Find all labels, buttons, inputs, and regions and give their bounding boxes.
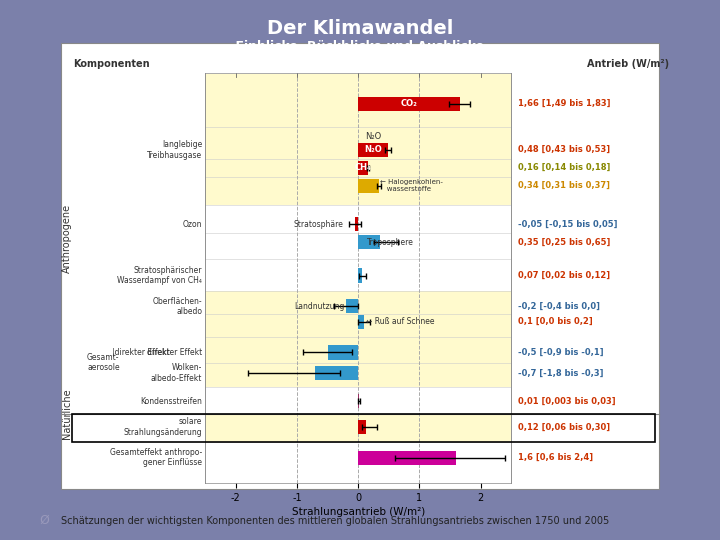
X-axis label: Strahlungsantrieb (W/m²): Strahlungsantrieb (W/m²) [292, 507, 425, 517]
Text: 0,01 [0,003 bis 0,03]: 0,01 [0,003 bis 0,03] [518, 397, 616, 406]
Bar [205, 205, 511, 233]
Text: -0,05 [-0,15 bis 0,05]: -0,05 [-0,15 bis 0,05] [518, 220, 618, 229]
Text: Wolken-
albedo-Effekt: Wolken- albedo-Effekt [151, 363, 202, 383]
Text: 0,16 [0,14 bis 0,18]: 0,16 [0,14 bis 0,18] [518, 163, 611, 172]
Text: 0,35 [0,25 bis 0,65]: 0,35 [0,25 bis 0,65] [518, 238, 611, 247]
Text: ← Halogenkohlen-
   wasserstoffe: ← Halogenkohlen- wasserstoffe [380, 179, 443, 192]
Text: langlebige
Treibhausgase: langlebige Treibhausgase [147, 140, 202, 159]
Bar [205, 314, 511, 337]
Bar [359, 97, 460, 111]
Bar [359, 235, 379, 249]
Bar [205, 127, 511, 159]
Text: -0,5 [-0,9 bis -0,1]: -0,5 [-0,9 bis -0,1] [518, 348, 603, 357]
Text: Antrieb (W/m²): Antrieb (W/m²) [587, 59, 669, 69]
Text: Anthropogene: Anthropogene [62, 204, 72, 273]
Bar [205, 363, 511, 387]
Bar [315, 366, 359, 380]
Text: direkter Effekt: direkter Effekt [147, 348, 202, 357]
Text: Ø: Ø [40, 514, 50, 526]
Text: Der Klimawandel: Der Klimawandel [267, 19, 453, 38]
Text: Landnutzung: Landnutzung [294, 302, 345, 311]
Bar [205, 74, 511, 127]
Bar [205, 337, 511, 363]
Text: 0,34 [0,31 bis 0,37]: 0,34 [0,31 bis 0,37] [518, 181, 610, 190]
Bar [359, 143, 387, 157]
Text: CH₄: CH₄ [355, 163, 372, 172]
Bar [359, 315, 364, 329]
Text: N₂O: N₂O [365, 132, 381, 141]
Bar [205, 387, 511, 414]
Bar [355, 217, 359, 231]
Text: Troposphere: Troposphere [367, 238, 414, 247]
Bar [205, 259, 511, 291]
Bar [359, 161, 368, 175]
Text: 0,12 [0,06 bis 0,30]: 0,12 [0,06 bis 0,30] [518, 422, 610, 431]
Text: Ozon: Ozon [183, 220, 202, 229]
Text: CO₂: CO₂ [400, 99, 418, 108]
Text: N₂O: N₂O [364, 145, 382, 154]
Text: - Einblicke, Rückblicke und Ausblicke -: - Einblicke, Rückblicke und Ausblicke - [226, 40, 494, 53]
Text: -0,7 [-1,8 bis -0,3]: -0,7 [-1,8 bis -0,3] [518, 368, 603, 377]
Bar [328, 346, 359, 360]
Text: Kondensstreifen: Kondensstreifen [140, 397, 202, 406]
Text: 0,07 [0,02 bis 0,12]: 0,07 [0,02 bis 0,12] [518, 271, 610, 280]
Text: |direkter Effekt: |direkter Effekt [112, 348, 169, 357]
Text: I. Zusammenhänge und Wechselwirkungen im Klimasystem: I. Zusammenhänge und Wechselwirkungen im… [184, 57, 536, 70]
Bar [359, 268, 362, 282]
Text: 1,66 [1,49 bis 1,83]: 1,66 [1,49 bis 1,83] [518, 99, 611, 108]
Bar [205, 414, 511, 442]
Text: ← Ruß auf Schnee: ← Ruß auf Schnee [366, 317, 434, 326]
Bar [205, 177, 511, 205]
Text: Schätzungen der wichtigsten Komponenten des mittleren globalen Strahlungsantrieb: Schätzungen der wichtigsten Komponenten … [61, 516, 609, 526]
Bar [346, 299, 359, 313]
Text: -0,2 [-0,4 bis 0,0]: -0,2 [-0,4 bis 0,0] [518, 302, 600, 311]
Bar [205, 159, 511, 177]
Text: Gesamteffekt anthropo-
gener Einflüsse: Gesamteffekt anthropo- gener Einflüsse [110, 448, 202, 467]
Text: Komponenten: Komponenten [73, 59, 150, 69]
Text: Oberflächen-
albedo: Oberflächen- albedo [153, 296, 202, 316]
Text: solare
Strahlungsänderung: solare Strahlungsänderung [124, 417, 202, 436]
Bar [205, 291, 511, 314]
Text: Gesamt-
aerosole: Gesamt- aerosole [87, 353, 120, 373]
Bar [205, 442, 511, 482]
Text: Natürliche: Natürliche [62, 389, 72, 440]
Text: 0,48 [0,43 bis 0,53]: 0,48 [0,43 bis 0,53] [518, 145, 610, 154]
Bar [205, 233, 511, 259]
Text: Stratosphärischer
Wasserdampf von CH₄: Stratosphärischer Wasserdampf von CH₄ [117, 266, 202, 285]
Bar [359, 450, 456, 465]
Text: 1,6 [0,6 bis 2,4]: 1,6 [0,6 bis 2,4] [518, 453, 593, 462]
Bar [359, 179, 379, 193]
Bar [359, 420, 366, 434]
Text: 0,1 [0,0 bis 0,2]: 0,1 [0,0 bis 0,2] [518, 317, 593, 326]
Text: Stratosphäre: Stratosphäre [293, 220, 343, 229]
